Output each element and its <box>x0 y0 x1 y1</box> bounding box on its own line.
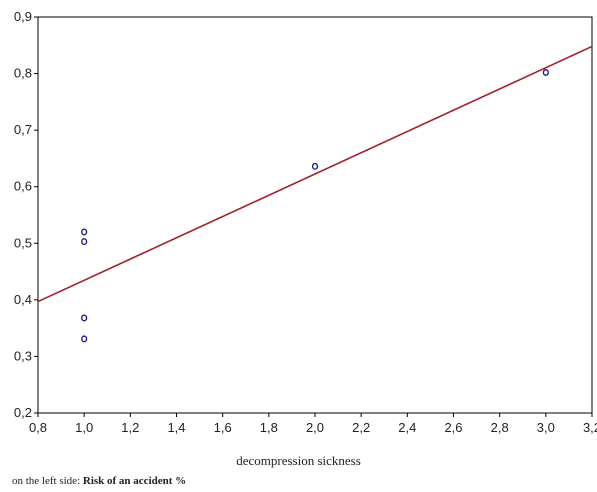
footnote-prefix: on the left side: <box>12 475 83 487</box>
x-tick-label: 2,4 <box>398 420 416 435</box>
regression-line <box>37 45 593 303</box>
scatter-chart: 0,2 0,3 0,4 0,5 0,6 0,7 0,8 0,9 0,8 1,0 1,2 1,4 1,6… <box>14 9 597 435</box>
x-tick-label: 1,8 <box>260 420 278 435</box>
data-point <box>311 162 319 170</box>
y-tick-label: 0,2 <box>14 405 32 420</box>
y-tick-label: 0,9 <box>14 9 32 24</box>
y-tick-label: 0,3 <box>14 348 32 363</box>
x-tick-label: 2,2 <box>352 420 370 435</box>
x-tick-label: 1,2 <box>121 420 139 435</box>
y-tick-label: 0,8 <box>14 66 32 81</box>
data-points-layer <box>81 68 549 343</box>
x-tick-label: 1,6 <box>214 420 232 435</box>
y-tick-label: 0,5 <box>14 235 32 250</box>
x-tick-label: 2,8 <box>491 420 509 435</box>
x-tick-label: 1,0 <box>75 420 93 435</box>
y-tick-label: 0,4 <box>14 292 32 307</box>
x-tick-label: 0,8 <box>29 420 47 435</box>
x-tick-label: 1,4 <box>167 420 185 435</box>
data-point <box>542 68 549 76</box>
data-point <box>81 238 88 246</box>
x-axis-label: decompression sickness <box>236 453 361 468</box>
footnote: on the left side: Risk of an accident % <box>12 475 186 487</box>
x-tick-label: 2,0 <box>306 420 324 435</box>
regression-line-layer <box>37 45 593 303</box>
x-tick-label: 3,2 <box>583 420 597 435</box>
y-tick-label: 0,6 <box>14 179 32 194</box>
data-point <box>81 335 88 343</box>
plot-area <box>37 16 593 414</box>
data-point <box>81 314 88 322</box>
data-point <box>81 228 88 236</box>
footnote-bold: Risk of an accident % <box>82 475 187 487</box>
y-axis: 0,2 0,3 0,4 0,5 0,6 0,7 0,8 0,9 <box>14 9 38 420</box>
x-axis: 0,8 1,0 1,2 1,4 1,6 1,8 2,0 2,2 2,4 2,6 2,8 3,0 3,2 <box>29 413 597 435</box>
x-tick-label: 2,6 <box>444 420 462 435</box>
y-tick-label: 0,7 <box>14 122 32 137</box>
x-tick-label: 3,0 <box>537 420 555 435</box>
